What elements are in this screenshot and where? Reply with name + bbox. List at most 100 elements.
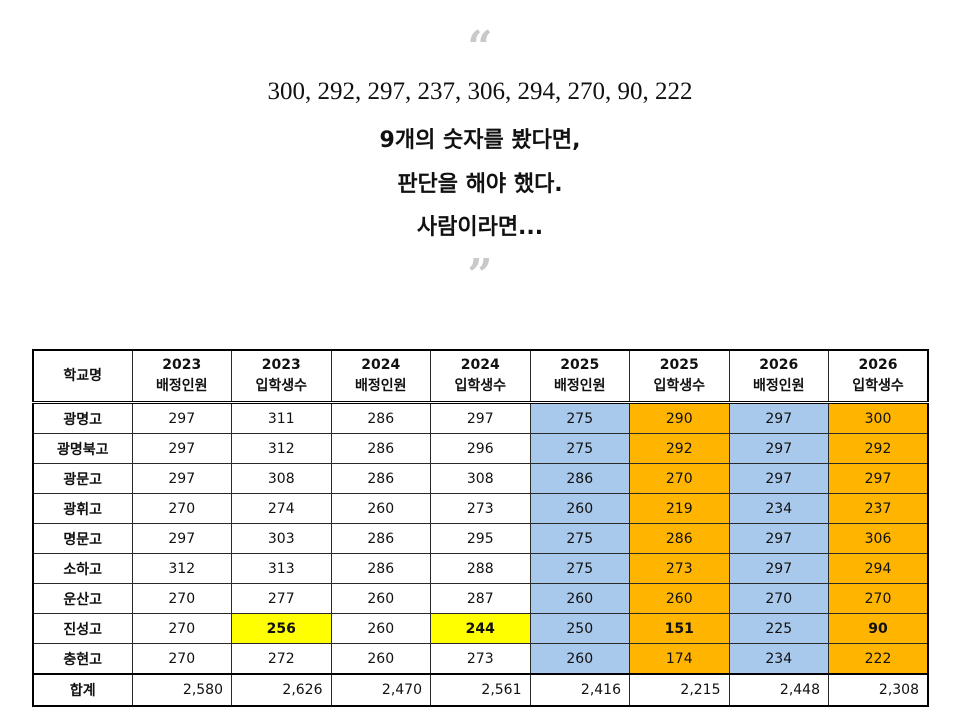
total-value-cell: 2,448 xyxy=(728,673,829,707)
value-cell: 297 xyxy=(131,433,232,464)
table-row: 소하고 312 313 286 288 275 273 297 294 xyxy=(32,553,929,584)
value-cell: 270 xyxy=(828,583,929,614)
school-name-cell: 광문고 xyxy=(32,463,133,494)
table-row: 광문고 297 308 286 308 286 270 297 297 xyxy=(32,463,929,494)
value-cell: 286 xyxy=(529,463,630,494)
header-2024-assigned: 2024 배정인원 xyxy=(330,349,431,403)
value-cell: 219 xyxy=(629,493,730,524)
table-row: 충현고 270 272 260 273 260 174 234 222 xyxy=(32,643,929,675)
value-cell: 297 xyxy=(131,523,232,554)
value-cell: 308 xyxy=(231,463,332,494)
value-cell: 286 xyxy=(330,433,431,464)
total-label-cell: 합계 xyxy=(32,673,133,707)
value-cell: 234 xyxy=(728,643,829,675)
total-value-cell: 2,470 xyxy=(330,673,431,707)
table-row: 진성고 270 256 260 244 250 151 225 90 xyxy=(32,613,929,644)
total-value-cell: 2,561 xyxy=(430,673,531,707)
value-cell: 297 xyxy=(728,553,829,584)
school-name-cell: 운산고 xyxy=(32,583,133,614)
value-cell: 275 xyxy=(529,433,630,464)
total-value-cell: 2,626 xyxy=(231,673,332,707)
value-cell: 286 xyxy=(330,463,431,494)
table-row: 광명고 297 311 286 297 275 290 297 300 xyxy=(32,402,929,434)
header-2026-enrolled: 2026 입학생수 xyxy=(828,349,929,403)
school-name-cell: 광명북고 xyxy=(32,433,133,464)
value-cell: 260 xyxy=(529,493,630,524)
value-cell: 312 xyxy=(231,433,332,464)
value-cell: 295 xyxy=(430,523,531,554)
value-cell: 256 xyxy=(231,613,332,644)
value-cell: 286 xyxy=(629,523,730,554)
value-cell: 274 xyxy=(231,493,332,524)
header-2026-assigned: 2026 배정인원 xyxy=(728,349,829,403)
value-cell: 306 xyxy=(828,523,929,554)
header-2023-enrolled: 2023 입학생수 xyxy=(231,349,332,403)
school-name-cell: 광휘고 xyxy=(32,493,133,524)
header-2025-assigned: 2025 배정인원 xyxy=(529,349,630,403)
value-cell: 303 xyxy=(231,523,332,554)
value-cell: 287 xyxy=(430,583,531,614)
value-cell: 151 xyxy=(629,613,730,644)
value-cell: 270 xyxy=(629,463,730,494)
value-cell: 237 xyxy=(828,493,929,524)
value-cell: 288 xyxy=(430,553,531,584)
value-cell: 273 xyxy=(430,643,531,675)
value-cell: 292 xyxy=(828,433,929,464)
table-header-row: 학교명 2023 배정인원 2023 입학생수 2024 배정인원 2024 입학생수 … xyxy=(32,349,929,403)
total-value-cell: 2,416 xyxy=(529,673,630,707)
value-cell: 308 xyxy=(430,463,531,494)
value-cell: 234 xyxy=(728,493,829,524)
value-cell: 270 xyxy=(131,643,232,675)
value-cell: 260 xyxy=(529,643,630,675)
value-cell: 272 xyxy=(231,643,332,675)
value-cell: 250 xyxy=(529,613,630,644)
value-cell: 260 xyxy=(629,583,730,614)
school-name-cell: 명문고 xyxy=(32,523,133,554)
quote-line-2: 9개의 숫자를 봤다면, xyxy=(379,128,581,153)
table-row: 광명북고 297 312 286 296 275 292 297 292 xyxy=(32,433,929,464)
value-cell: 297 xyxy=(728,433,829,464)
value-cell: 286 xyxy=(330,553,431,584)
value-cell: 312 xyxy=(131,553,232,584)
value-cell: 270 xyxy=(131,583,232,614)
value-cell: 174 xyxy=(629,643,730,675)
value-cell: 270 xyxy=(131,613,232,644)
school-name-cell: 소하고 xyxy=(32,553,133,584)
value-cell: 297 xyxy=(728,463,829,494)
value-cell: 260 xyxy=(330,613,431,644)
header-2023-assigned: 2023 배정인원 xyxy=(131,349,232,403)
value-cell: 297 xyxy=(131,402,232,434)
quote-line-4: 사람이라면... xyxy=(416,215,544,240)
table-row: 운산고 270 277 260 287 260 260 270 270 xyxy=(32,583,929,614)
value-cell: 244 xyxy=(430,613,531,644)
value-cell: 260 xyxy=(529,583,630,614)
value-cell: 260 xyxy=(330,583,431,614)
total-value-cell: 2,308 xyxy=(828,673,929,707)
value-cell: 260 xyxy=(330,643,431,675)
header-2024-enrolled: 2024 입학생수 xyxy=(430,349,531,403)
value-cell: 313 xyxy=(231,553,332,584)
value-cell: 90 xyxy=(828,613,929,644)
value-cell: 297 xyxy=(728,523,829,554)
quote-line-3: 판단을 해야 했다. xyxy=(397,172,563,197)
quote-numbers-line: 300, 292, 297, 237, 306, 294, 270, 90, 2… xyxy=(267,78,693,105)
value-cell: 286 xyxy=(330,402,431,434)
school-name-cell: 충현고 xyxy=(32,643,133,675)
school-name-cell: 진성고 xyxy=(32,613,133,644)
value-cell: 275 xyxy=(529,523,630,554)
table-row: 명문고 297 303 286 295 275 286 297 306 xyxy=(32,523,929,554)
value-cell: 290 xyxy=(629,402,730,434)
value-cell: 297 xyxy=(430,402,531,434)
value-cell: 292 xyxy=(629,433,730,464)
value-cell: 294 xyxy=(828,553,929,584)
table-row: 광휘고 270 274 260 273 260 219 234 237 xyxy=(32,493,929,524)
value-cell: 275 xyxy=(529,553,630,584)
total-value-cell: 2,580 xyxy=(131,673,232,707)
value-cell: 273 xyxy=(430,493,531,524)
close-quote-mark: ” xyxy=(467,250,493,301)
value-cell: 270 xyxy=(131,493,232,524)
value-cell: 297 xyxy=(131,463,232,494)
value-cell: 275 xyxy=(529,402,630,434)
value-cell: 286 xyxy=(330,523,431,554)
value-cell: 311 xyxy=(231,402,332,434)
